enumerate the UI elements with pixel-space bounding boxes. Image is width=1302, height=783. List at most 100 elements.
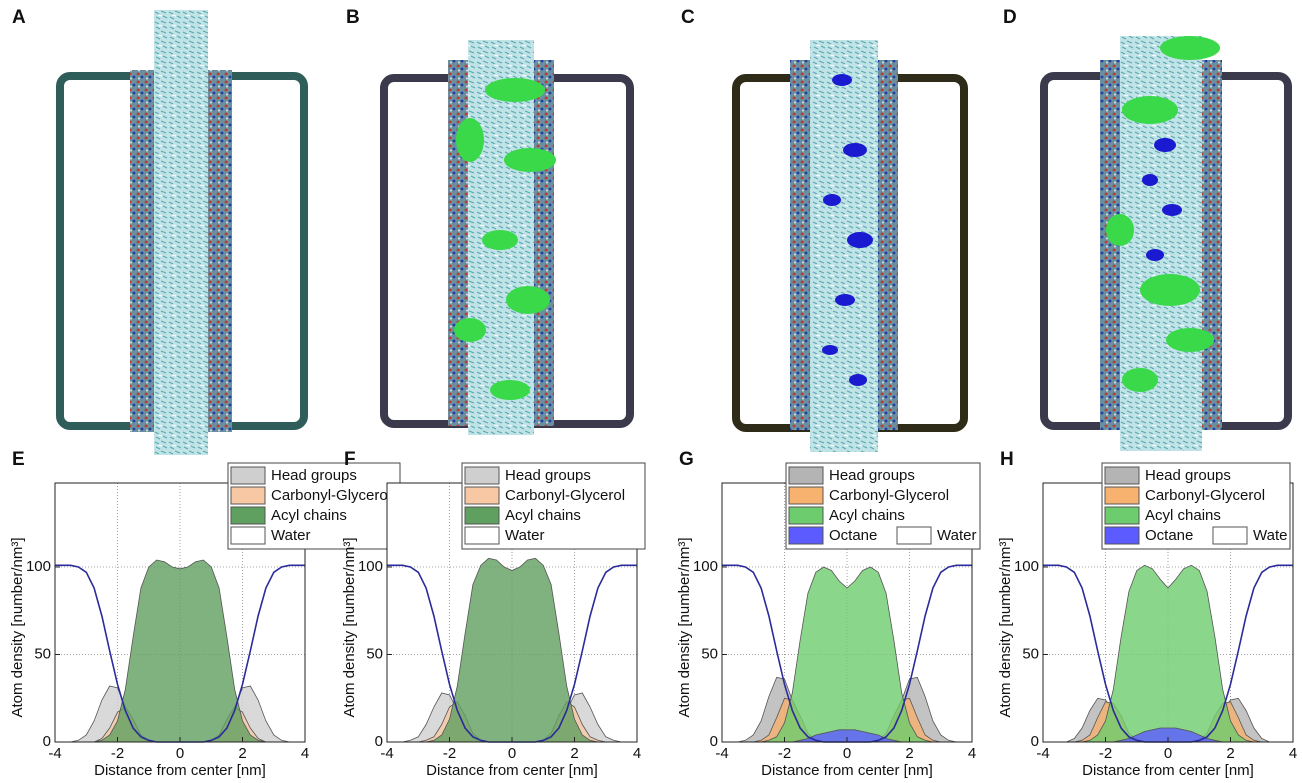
- x-tick-label: 2: [570, 745, 578, 762]
- y-tick-label: 0: [375, 733, 383, 750]
- x-tick-label: 0: [176, 745, 184, 762]
- x-tick-label: -2: [443, 745, 456, 762]
- y-tick-label: 100: [26, 558, 51, 575]
- x-tick-label: 0: [843, 745, 851, 762]
- legend-swatch: [230, 466, 266, 485]
- legend-swatch: [464, 506, 500, 525]
- head-layer: [876, 60, 898, 430]
- y-tick-label: 100: [1014, 558, 1039, 575]
- legend-swatch: [464, 466, 500, 485]
- x-tick-label: -2: [1099, 745, 1112, 762]
- x-tick-label: -2: [111, 745, 124, 762]
- x-axis-label: Distance from center [nm]: [761, 762, 933, 779]
- panel-label: B: [346, 7, 360, 28]
- legend-swatch: [788, 506, 824, 525]
- legend-label: Head groups: [271, 467, 357, 484]
- legend-swatch: [464, 486, 500, 505]
- y-tick-label: 0: [710, 733, 718, 750]
- lipid-core: [154, 10, 208, 455]
- y-tick-label: 0: [1031, 733, 1039, 750]
- legend: Head groups Carbonyl-Glycerol Acyl chains W…: [227, 462, 401, 550]
- y-axis-label: Atom density [number/nm³]: [9, 537, 26, 717]
- panel-label: C: [681, 7, 695, 28]
- x-tick-label: 4: [1289, 745, 1297, 762]
- legend: Head groups Carbonyl-Glycerol Acyl chains O…: [785, 462, 981, 550]
- legend-label: Water: [271, 527, 310, 544]
- peptide: [454, 78, 556, 400]
- legend-label: Head groups: [505, 467, 591, 484]
- legend-label: Carbonyl-Glycerol: [1145, 487, 1265, 504]
- legend-swatch: [788, 526, 824, 545]
- legend-label: Head groups: [829, 467, 915, 484]
- y-tick-label: 50: [701, 645, 718, 662]
- legend-swatch: [230, 486, 266, 505]
- legend-label: Octane: [829, 527, 877, 544]
- y-tick-label: 50: [1022, 645, 1039, 662]
- octane: [1142, 138, 1182, 261]
- x-tick-label: 2: [1226, 745, 1234, 762]
- y-tick-label: 50: [34, 645, 51, 662]
- legend-swatch: [464, 526, 500, 545]
- x-axis-label: Distance from center [nm]: [1082, 762, 1254, 779]
- y-tick-label: 0: [43, 733, 51, 750]
- x-tick-label: 4: [301, 745, 309, 762]
- panel-label: E: [12, 449, 25, 470]
- head-layer: [206, 70, 232, 432]
- y-axis-label: Atom density [number/nm³]: [676, 537, 693, 717]
- legend-label: Head groups: [1145, 467, 1231, 484]
- head-layer: [130, 70, 156, 432]
- y-tick-label: 50: [366, 645, 383, 662]
- y-axis-label: Atom density [number/nm³]: [341, 537, 358, 717]
- legend-label: Carbonyl-Glycerol: [829, 487, 949, 504]
- x-tick-label: -4: [1036, 745, 1049, 762]
- legend-swatch: [1104, 486, 1140, 505]
- panel-label: G: [679, 449, 694, 470]
- legend-swatch: [1104, 466, 1140, 485]
- legend: Head groups Carbonyl-Glycerol Acyl chains O…: [1101, 462, 1291, 550]
- y-tick-label: 100: [693, 558, 718, 575]
- legend-label: Octane: [1145, 527, 1193, 544]
- panel-label: H: [1000, 449, 1014, 470]
- x-tick-label: -2: [778, 745, 791, 762]
- x-tick-label: 0: [1164, 745, 1172, 762]
- panel-label: A: [12, 7, 26, 28]
- x-tick-label: -4: [380, 745, 393, 762]
- y-axis-label: Atom density [number/nm³]: [997, 537, 1014, 717]
- legend-label: Carbonyl-Glycerol: [505, 487, 625, 504]
- legend-swatch: [1104, 526, 1140, 545]
- legend-swatch: [896, 526, 932, 545]
- panel-label: D: [1003, 7, 1017, 28]
- x-tick-label: 2: [905, 745, 913, 762]
- head-layer: [1100, 60, 1122, 430]
- legend-swatch: [230, 526, 266, 545]
- density-chart: G -4 -2 0 2 4 0 50 100 Distance from center [nm] A…: [676, 449, 981, 779]
- x-tick-label: -4: [48, 745, 61, 762]
- density-chart: E -4 -2 0 2 4 0 50 100 Distance from center [nm] A…: [9, 449, 401, 779]
- head-layer: [790, 60, 812, 430]
- legend-label: Acyl chains: [829, 507, 905, 524]
- x-tick-label: 4: [633, 745, 641, 762]
- legend-label: Water: [937, 527, 976, 544]
- x-tick-label: -4: [715, 745, 728, 762]
- x-tick-label: 4: [968, 745, 976, 762]
- x-axis-label: Distance from center [nm]: [426, 762, 598, 779]
- legend-label: Acyl chains: [505, 507, 581, 524]
- molecular-renderings: [56, 10, 1292, 455]
- legend-swatch: [1212, 526, 1248, 545]
- density-chart: F -4 -2 0 2 4 0 50 100 Distance from center [nm] A…: [341, 449, 646, 779]
- legend: Head groups Carbonyl-Glycerol Acyl chains W…: [461, 462, 646, 550]
- x-tick-label: 0: [508, 745, 516, 762]
- legend-label: Acyl chains: [1145, 507, 1221, 524]
- legend-swatch: [788, 466, 824, 485]
- y-tick-label: 100: [358, 558, 383, 575]
- x-tick-label: 2: [238, 745, 246, 762]
- legend-label: Carbonyl-Glycerol: [271, 487, 391, 504]
- legend-label: Wate: [1253, 527, 1287, 544]
- legend-swatch: [230, 506, 266, 525]
- legend-swatch: [1104, 506, 1140, 525]
- legend-label: Acyl chains: [271, 507, 347, 524]
- head-layer: [532, 60, 554, 426]
- panel-label: F: [344, 449, 356, 470]
- legend-label: Water: [505, 527, 544, 544]
